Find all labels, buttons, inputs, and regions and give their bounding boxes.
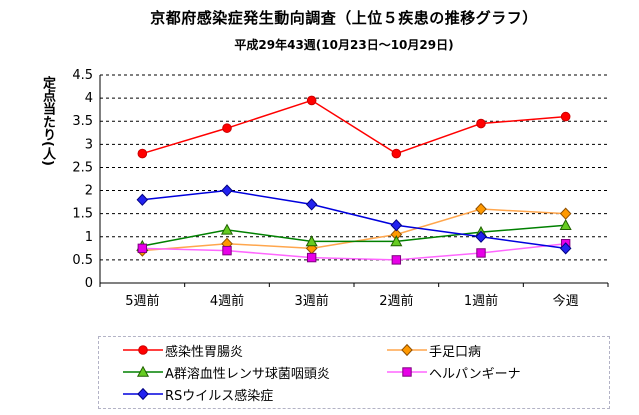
circle-marker: [222, 123, 232, 133]
series-line: [142, 242, 566, 261]
triangle-marker: [220, 223, 234, 235]
triangle-marker: [559, 218, 572, 231]
y-axis-tick-label: 4.5: [72, 68, 93, 83]
y-axis-tick-label: 3: [85, 137, 93, 152]
series-0: [137, 95, 571, 159]
legend-marker: [387, 367, 427, 377]
legend-marker: [123, 345, 163, 355]
y-axis-tick-label: 3.5: [72, 114, 93, 129]
circle-marker: [138, 345, 148, 355]
square-marker: [222, 245, 232, 256]
diamond-marker: [559, 207, 572, 220]
legend-column-left: 感染性胃腸炎 A群溶血性レンサ球菌咽頭炎 RSウイルス感染症: [123, 339, 330, 405]
legend-column-right: 手足口病ヘルパンギーナ: [387, 339, 521, 383]
legend-label: ヘルパンギーナ: [429, 366, 521, 382]
diamond-marker: [137, 387, 149, 401]
diamond-marker: [390, 219, 403, 232]
y-axis-tick-label: 1: [85, 230, 93, 245]
series-line: [142, 99, 566, 155]
diamond-marker: [136, 193, 149, 206]
square-marker: [306, 252, 317, 263]
circle-marker: [391, 148, 402, 159]
triangle-marker: [136, 365, 150, 377]
diamond-marker: [475, 230, 487, 243]
legend-item: 手足口病: [387, 339, 521, 361]
legend-label: RSウイルス感染症: [165, 388, 274, 404]
legend-label: A群溶血性レンサ球菌咽頭炎: [165, 366, 330, 382]
chart-subtitle: 平成29年43週(10月23日～10月29日): [234, 38, 454, 52]
legend-marker: [123, 365, 163, 377]
series-line: [142, 189, 566, 250]
y-axis-title: 定点当たり(人): [40, 76, 55, 166]
legend-item: RSウイルス感染症: [123, 383, 330, 405]
circle-marker: [476, 118, 486, 129]
y-axis-tick-label: 0: [85, 276, 93, 291]
x-axis-label: 今週: [553, 293, 579, 309]
square-marker: [476, 248, 486, 258]
legend-item: 感染性胃腸炎: [123, 339, 330, 361]
x-axis-label: 2週前: [379, 293, 413, 309]
circle-marker: [560, 111, 571, 122]
y-axis-tick-label: 0.5: [72, 253, 93, 268]
x-axis-label: 5週前: [125, 293, 159, 309]
diamond-marker: [401, 343, 413, 357]
series-4: [136, 184, 572, 255]
x-axis-label: 1週前: [464, 293, 498, 309]
legend-marker: [123, 387, 163, 401]
diamond-marker: [475, 202, 487, 216]
legend-item: A群溶血性レンサ球菌咽頭炎: [123, 361, 330, 383]
diamond-marker: [305, 198, 318, 211]
diamond-marker: [559, 242, 572, 255]
legend-label: 手足口病: [429, 344, 482, 360]
y-axis-tick-label: 2.5: [72, 160, 93, 175]
diamond-marker: [221, 184, 233, 197]
legend-item: ヘルパンギーナ: [387, 361, 521, 383]
series-line: [142, 224, 566, 247]
circle-marker: [137, 148, 148, 159]
line-chart-plot-area: 0 0.5 1 1.5 2 2.5 3 3.5 4 4.5 5週前 4週前 3週前 2週前 1週前 今週: [72, 68, 609, 309]
triangle-marker: [305, 235, 318, 247]
triangle-marker: [390, 235, 403, 247]
circle-marker: [306, 95, 317, 106]
x-axis-label: 3週前: [295, 293, 329, 309]
legend: 感染性胃腸炎 A群溶血性レンサ球菌咽頭炎 RSウイルス感染症 手足口病ヘルパンギーナ: [98, 336, 610, 409]
x-axis-label: 4週前: [210, 293, 244, 309]
square-marker: [137, 243, 148, 254]
square-marker: [391, 255, 402, 265]
y-axis-tick-label: 2: [85, 184, 93, 199]
series-3: [137, 239, 571, 265]
legend-label: 感染性胃腸炎: [165, 344, 244, 360]
chart-title: 京都府感染症発生動向調査（上位５疾患の推移グラフ）: [150, 9, 538, 27]
legend-marker: [387, 343, 427, 357]
y-axis-tick-label: 1.5: [72, 207, 93, 222]
y-axis-tick-label: 4: [85, 91, 93, 106]
square-marker: [402, 367, 412, 377]
